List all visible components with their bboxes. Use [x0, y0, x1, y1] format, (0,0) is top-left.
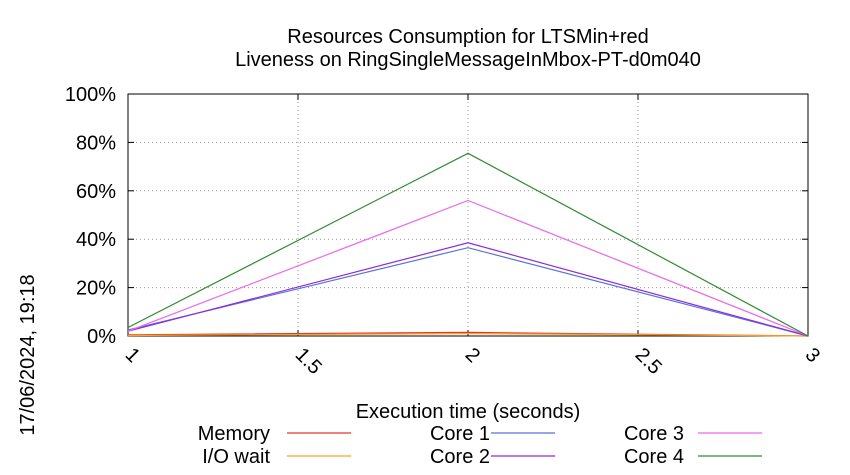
legend-label-memory: Memory: [198, 423, 270, 445]
y-tick-label: 80%: [76, 132, 116, 154]
series-lines: [127, 152, 809, 337]
x-tick-label: 3: [801, 344, 824, 367]
series-line-core-4: [127, 152, 809, 337]
chart-subtitle: Liveness on RingSingleMessageInMbox-PT-d…: [235, 49, 701, 71]
y-tick-label: 100%: [65, 84, 116, 106]
plot-frame: [127, 93, 809, 337]
chart-title: Resources Consumption for LTSMin+red: [287, 26, 648, 48]
legend-label-core-4: Core 4: [624, 446, 684, 468]
series-line-core-3: [127, 199, 809, 337]
series-line-core-1: [127, 247, 809, 337]
series-line-i-o-wait: [127, 332, 809, 337]
y-tick-label: 0%: [87, 326, 116, 348]
y-tick-label: 60%: [76, 181, 116, 203]
legend-label-i-o-wait: I/O wait: [202, 446, 270, 468]
legend-label-core-3: Core 3: [624, 423, 684, 445]
x-tick-label: 2.5: [631, 344, 666, 379]
legend-label-core-2: Core 2: [430, 446, 490, 468]
timestamp-label: 17/06/2024, 19:18: [17, 274, 39, 435]
x-tick-label: 1.5: [291, 344, 326, 379]
x-tick-label: 2: [461, 344, 484, 367]
series-line-core-2: [127, 242, 809, 337]
x-tick-label: 1: [121, 344, 144, 367]
y-tick-label: 20%: [76, 278, 116, 300]
x-axis-label: Execution time (seconds): [356, 401, 581, 423]
grid-lines: [128, 94, 808, 336]
legend-label-core-1: Core 1: [430, 423, 490, 445]
y-tick-label: 40%: [76, 229, 116, 251]
